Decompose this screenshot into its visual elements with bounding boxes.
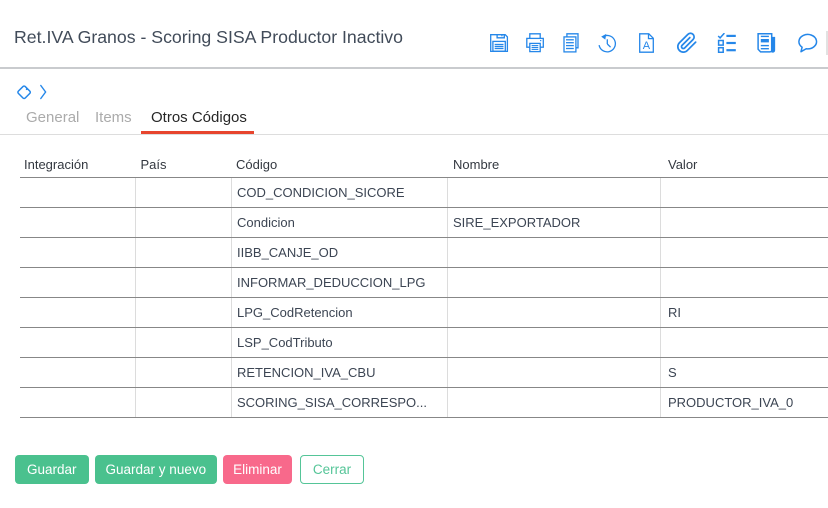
svg-text:A: A xyxy=(643,40,651,52)
